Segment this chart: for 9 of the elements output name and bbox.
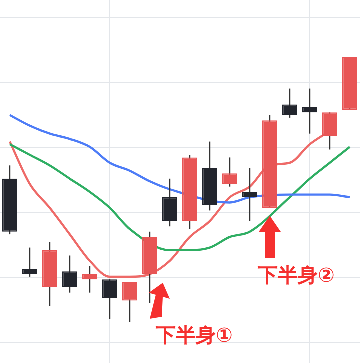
candlestick	[242, 168, 258, 222]
candlestick	[302, 88, 318, 134]
candlestick	[22, 247, 38, 278]
candlestick	[282, 88, 298, 119]
candlestick	[322, 112, 338, 150]
candlestick	[162, 178, 178, 228]
annotation: 下半身②	[258, 262, 335, 289]
candlestick	[82, 266, 98, 294]
text: 下半身①	[156, 322, 233, 349]
